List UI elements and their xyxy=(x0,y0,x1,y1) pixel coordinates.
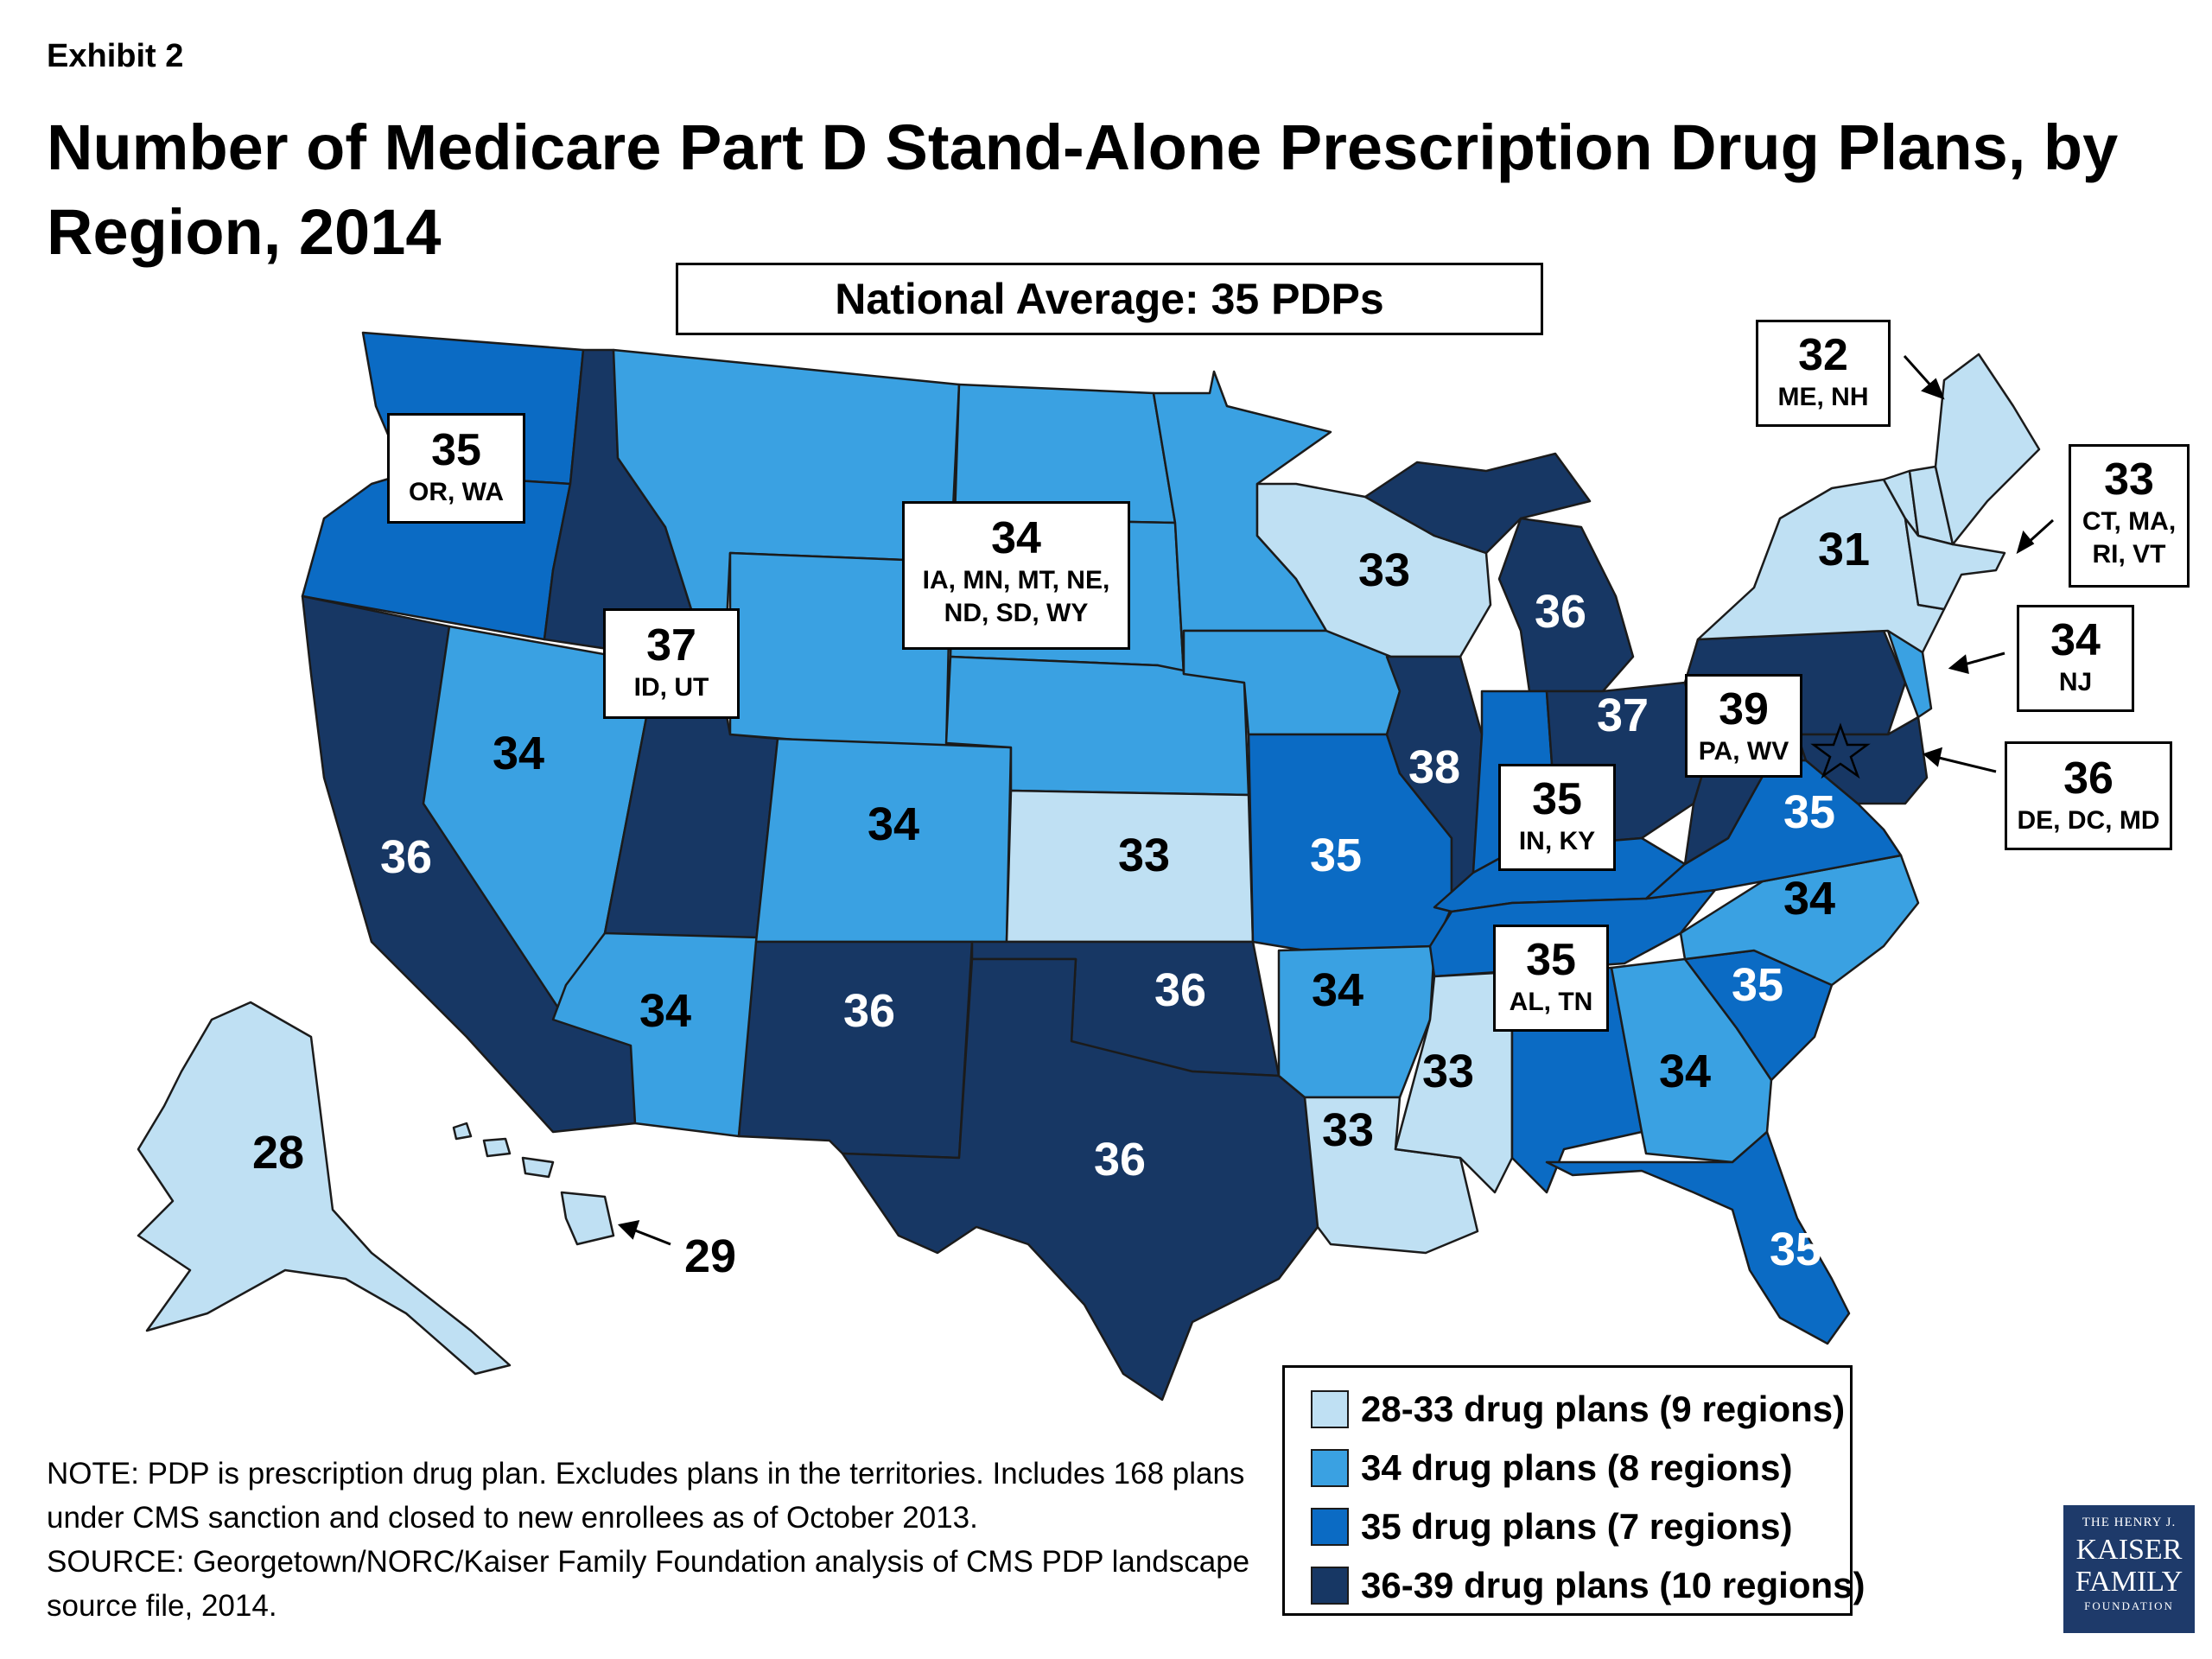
callout-al-tn: 35 AL, TN xyxy=(1493,925,1609,1032)
callout-arrows xyxy=(617,354,2055,1246)
label-va: 35 xyxy=(1783,786,1836,838)
label-il: 38 xyxy=(1408,741,1461,793)
legend-label: 34 drug plans (8 regions) xyxy=(1361,1447,1793,1488)
label-nc: 34 xyxy=(1783,873,1836,925)
legend-swatch xyxy=(1311,1508,1349,1546)
region-value: 35 xyxy=(1526,935,1576,985)
legend-item-3: 35 drug plans (7 regions) xyxy=(1311,1504,1792,1549)
state-md-de xyxy=(1796,715,1929,805)
note-text: NOTE: PDP is prescription drug plan. Exc… xyxy=(47,1457,1245,1535)
region-value: 39 xyxy=(1719,684,1769,734)
legend-label: 36-39 drug plans (10 regions) xyxy=(1361,1565,1866,1605)
region-value: 36 xyxy=(2063,753,2113,804)
legend-label: 35 drug plans (7 regions) xyxy=(1361,1506,1793,1547)
exhibit-label: Exhibit 2 xyxy=(47,38,184,74)
region-states: NJ xyxy=(2058,668,2093,696)
legend-item-1: 28-33 drug plans (9 regions) xyxy=(1311,1387,1845,1432)
label-mi: 36 xyxy=(1534,586,1587,638)
state-la xyxy=(1303,1096,1479,1255)
label-sc: 35 xyxy=(1731,959,1784,1011)
footnote: NOTE: PDP is prescription drug plan. Exc… xyxy=(47,1452,1256,1628)
region-value: 35 xyxy=(431,425,481,475)
label-ga: 34 xyxy=(1658,1046,1712,1097)
legend-item-2: 34 drug plans (8 regions) xyxy=(1311,1446,1792,1491)
state-me xyxy=(1934,353,2041,546)
label-hi: 29 xyxy=(683,1230,737,1282)
region-states: PA, WV xyxy=(1698,737,1789,766)
region-value: 34 xyxy=(2050,615,2101,665)
callout-de-dc-md: 36 DE, DC, MD xyxy=(2005,741,2172,850)
source-text: SOURCE: Georgetown/NORC/Kaiser Family Fo… xyxy=(47,1545,1250,1623)
callout-nj: 34 NJ xyxy=(2017,605,2134,712)
label-wi: 33 xyxy=(1357,544,1411,596)
dc-star-icon xyxy=(1810,722,1871,779)
label-ms: 33 xyxy=(1421,1046,1475,1097)
state-hi-isle-3 xyxy=(521,1156,555,1179)
region-states: AL, TN xyxy=(1509,988,1593,1016)
callout-in-ky: 35 IN, KY xyxy=(1498,764,1616,871)
callout-id-ut: 37 ID, UT xyxy=(603,608,740,719)
legend-label: 28-33 drug plans (9 regions) xyxy=(1361,1389,1846,1429)
logo-line: KAISER xyxy=(2075,1534,2183,1566)
logo-line: FOUNDATION xyxy=(2084,1599,2174,1612)
label-ok: 36 xyxy=(1154,964,1207,1016)
state-ak xyxy=(137,1001,512,1376)
label-ny: 31 xyxy=(1817,524,1871,575)
label-mo: 35 xyxy=(1309,830,1363,881)
kff-logo: THE HENRY J. KAISER FAMILY FOUNDATION xyxy=(2063,1505,2195,1633)
legend: 28-33 drug plans (9 regions) 34 drug pla… xyxy=(1282,1365,1866,1616)
callout-ct-ma-ri-vt: 33 CT, MA, RI, VT xyxy=(2069,444,2190,588)
region-states: DE, DC, MD xyxy=(2017,806,2160,835)
state-fl xyxy=(1545,1130,1851,1345)
label-nm: 36 xyxy=(842,985,896,1037)
state-hi-isle-1 xyxy=(452,1122,473,1141)
callout-me-nh: 32 ME, NH xyxy=(1756,320,1891,427)
national-average-box: National Average: 35 PDPs xyxy=(676,263,1543,335)
legend-item-4: 36-39 drug plans (10 regions) xyxy=(1311,1563,1866,1608)
region-value: 35 xyxy=(1532,774,1582,824)
region-value: 37 xyxy=(646,620,696,671)
logo-line: THE HENRY J. xyxy=(2082,1516,2177,1529)
region-states: ME, NH xyxy=(1777,383,1869,411)
callout-pa-wv: 39 PA, WV xyxy=(1685,674,1802,778)
region-value: 32 xyxy=(1798,330,1848,380)
callout-plains: 34 IA, MN, MT, NE, ND, SD, WY xyxy=(902,501,1130,650)
logo-line: FAMILY xyxy=(2075,1566,2183,1598)
state-il xyxy=(1385,655,1484,909)
label-az: 34 xyxy=(639,985,692,1037)
label-oh: 37 xyxy=(1596,690,1649,741)
state-nm xyxy=(737,940,974,1160)
legend-swatch xyxy=(1311,1567,1349,1605)
region-states: ID, UT xyxy=(633,673,709,702)
label-tx: 36 xyxy=(1093,1134,1147,1185)
region-states: CT, MA, RI, VT xyxy=(2082,507,2177,569)
legend-swatch xyxy=(1311,1390,1349,1428)
label-co: 34 xyxy=(867,798,920,850)
label-ca: 36 xyxy=(379,831,433,883)
state-ma-ct-ri xyxy=(1904,517,2006,611)
region-states: IN, KY xyxy=(1518,827,1596,855)
label-fl: 35 xyxy=(1769,1224,1822,1275)
region-states: IA, MN, MT, NE, ND, SD, WY xyxy=(922,566,1110,627)
label-ks: 33 xyxy=(1117,830,1171,881)
label-ar: 34 xyxy=(1311,964,1364,1016)
page-title: Number of Medicare Part D Stand-Alone Pr… xyxy=(47,111,2119,268)
state-hi xyxy=(560,1191,615,1246)
state-hi-isle-2 xyxy=(482,1137,512,1158)
callout-or-wa: 35 OR, WA xyxy=(387,413,525,524)
legend-swatch xyxy=(1311,1449,1349,1487)
state-tx xyxy=(841,957,1319,1402)
label-la: 33 xyxy=(1321,1104,1375,1156)
label-nv: 34 xyxy=(492,728,545,779)
state-mi-upper xyxy=(1363,452,1592,555)
region-states: OR, WA xyxy=(409,478,504,506)
region-value: 34 xyxy=(991,513,1041,563)
label-ak: 28 xyxy=(251,1127,305,1179)
region-value: 33 xyxy=(2104,454,2154,505)
